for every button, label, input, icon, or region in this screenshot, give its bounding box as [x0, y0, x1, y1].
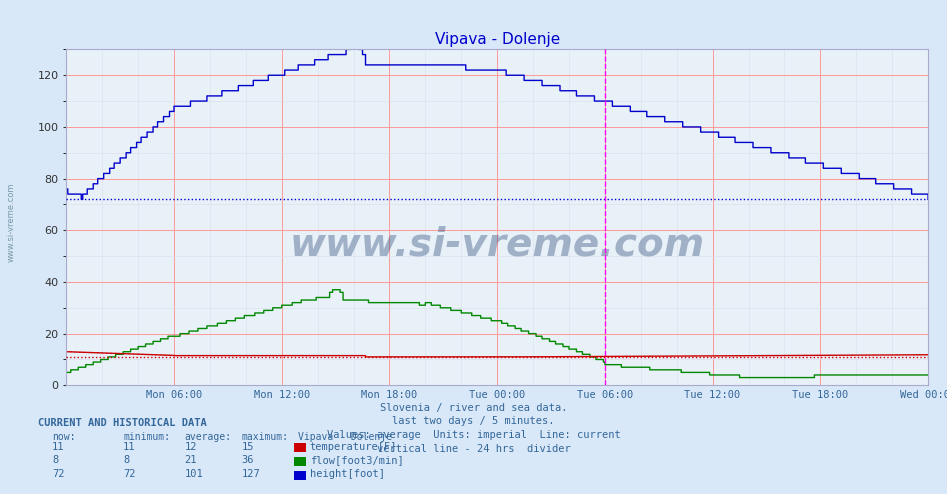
Text: 72: 72	[52, 469, 64, 479]
Text: 8: 8	[123, 455, 130, 465]
Text: 12: 12	[185, 442, 197, 452]
Text: maximum:: maximum:	[241, 432, 289, 442]
Text: 101: 101	[185, 469, 204, 479]
Text: 15: 15	[241, 442, 254, 452]
Title: Vipava - Dolenje: Vipava - Dolenje	[435, 32, 560, 47]
Text: minimum:: minimum:	[123, 432, 170, 442]
Text: 8: 8	[52, 455, 59, 465]
Text: vertical line - 24 hrs  divider: vertical line - 24 hrs divider	[377, 444, 570, 454]
Text: now:: now:	[52, 432, 76, 442]
Text: temperature[F]: temperature[F]	[310, 442, 397, 452]
Text: 127: 127	[241, 469, 260, 479]
Text: 21: 21	[185, 455, 197, 465]
Text: www.si-vreme.com: www.si-vreme.com	[7, 183, 16, 262]
Text: Values: average  Units: imperial  Line: current: Values: average Units: imperial Line: cu…	[327, 430, 620, 440]
Text: Slovenia / river and sea data.: Slovenia / river and sea data.	[380, 403, 567, 412]
Text: 72: 72	[123, 469, 135, 479]
Text: www.si-vreme.com: www.si-vreme.com	[290, 225, 705, 263]
Text: flow[foot3/min]: flow[foot3/min]	[310, 455, 403, 465]
Text: last two days / 5 minutes.: last two days / 5 minutes.	[392, 416, 555, 426]
Text: average:: average:	[185, 432, 232, 442]
Text: 11: 11	[52, 442, 64, 452]
Text: 36: 36	[241, 455, 254, 465]
Text: Vipava - Dolenje: Vipava - Dolenje	[298, 432, 392, 442]
Text: height[foot]: height[foot]	[310, 469, 384, 479]
Text: 11: 11	[123, 442, 135, 452]
Text: CURRENT AND HISTORICAL DATA: CURRENT AND HISTORICAL DATA	[38, 418, 206, 428]
